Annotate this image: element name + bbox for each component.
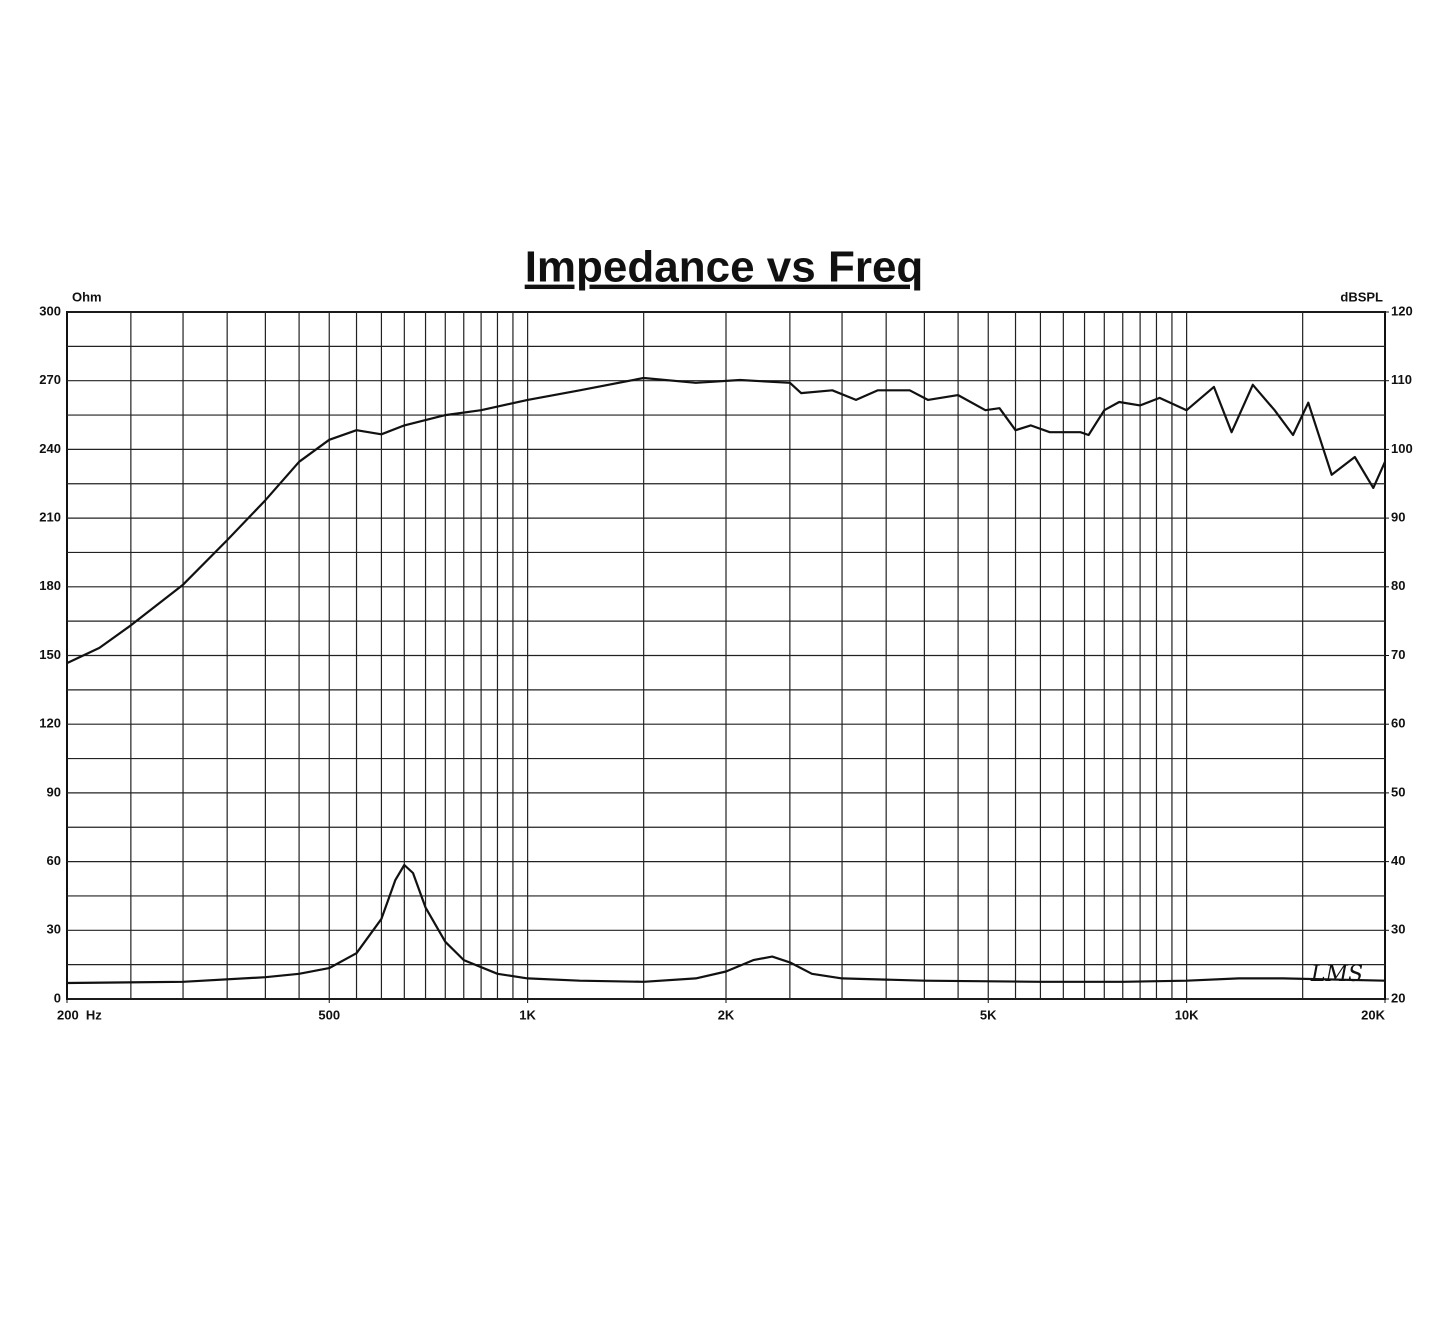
x-tick-label: 10K bbox=[1175, 1007, 1199, 1022]
y2-tick-label: 30 bbox=[1391, 922, 1405, 937]
y2-tick-label: 40 bbox=[1391, 853, 1405, 868]
y2-tick-label: 90 bbox=[1391, 510, 1405, 525]
y-axis-label: Ohm bbox=[72, 289, 102, 304]
data-line bbox=[66, 376, 1387, 665]
y-tick-label: 120 bbox=[39, 716, 61, 731]
y-tick-label: 60 bbox=[47, 853, 61, 868]
y2-tick-label: 110 bbox=[1391, 372, 1412, 387]
y2-tick-label: 70 bbox=[1391, 647, 1405, 662]
y-tick-label: 90 bbox=[47, 784, 61, 799]
x-tick-label: 20K bbox=[1361, 1007, 1385, 1022]
y-tick-label: 240 bbox=[39, 441, 61, 456]
y2-axis-label: dBSPL bbox=[1340, 289, 1383, 304]
x-tick-label: 5K bbox=[980, 1007, 997, 1022]
x-tick-label: 500 bbox=[318, 1007, 340, 1022]
x-tick-label: 1K bbox=[519, 1007, 536, 1022]
y-tick-label: 180 bbox=[39, 578, 61, 593]
y-tick-label: 300 bbox=[39, 303, 61, 318]
y-tick-label: 210 bbox=[39, 510, 61, 525]
x-tick-label: 200 Hz bbox=[57, 1007, 102, 1022]
y2-tick-label: 80 bbox=[1391, 578, 1405, 593]
y-tick-label: 270 bbox=[39, 372, 61, 387]
y-tick-label: 150 bbox=[39, 647, 61, 662]
chart-title: Impedance vs Freq bbox=[525, 243, 924, 292]
y-tick-label: 30 bbox=[47, 922, 61, 937]
y2-tick-label: 100 bbox=[1391, 441, 1413, 456]
y-tick-label: 0 bbox=[54, 990, 61, 1005]
y2-tick-label: 120 bbox=[1391, 303, 1413, 318]
x-tick-label: 2K bbox=[718, 1007, 735, 1022]
y2-tick-label: 50 bbox=[1391, 784, 1405, 799]
y2-tick-label: 60 bbox=[1391, 716, 1405, 731]
annotation: LMS bbox=[1310, 962, 1363, 987]
data-line bbox=[66, 863, 1386, 985]
y2-tick-label: 20 bbox=[1391, 990, 1405, 1005]
